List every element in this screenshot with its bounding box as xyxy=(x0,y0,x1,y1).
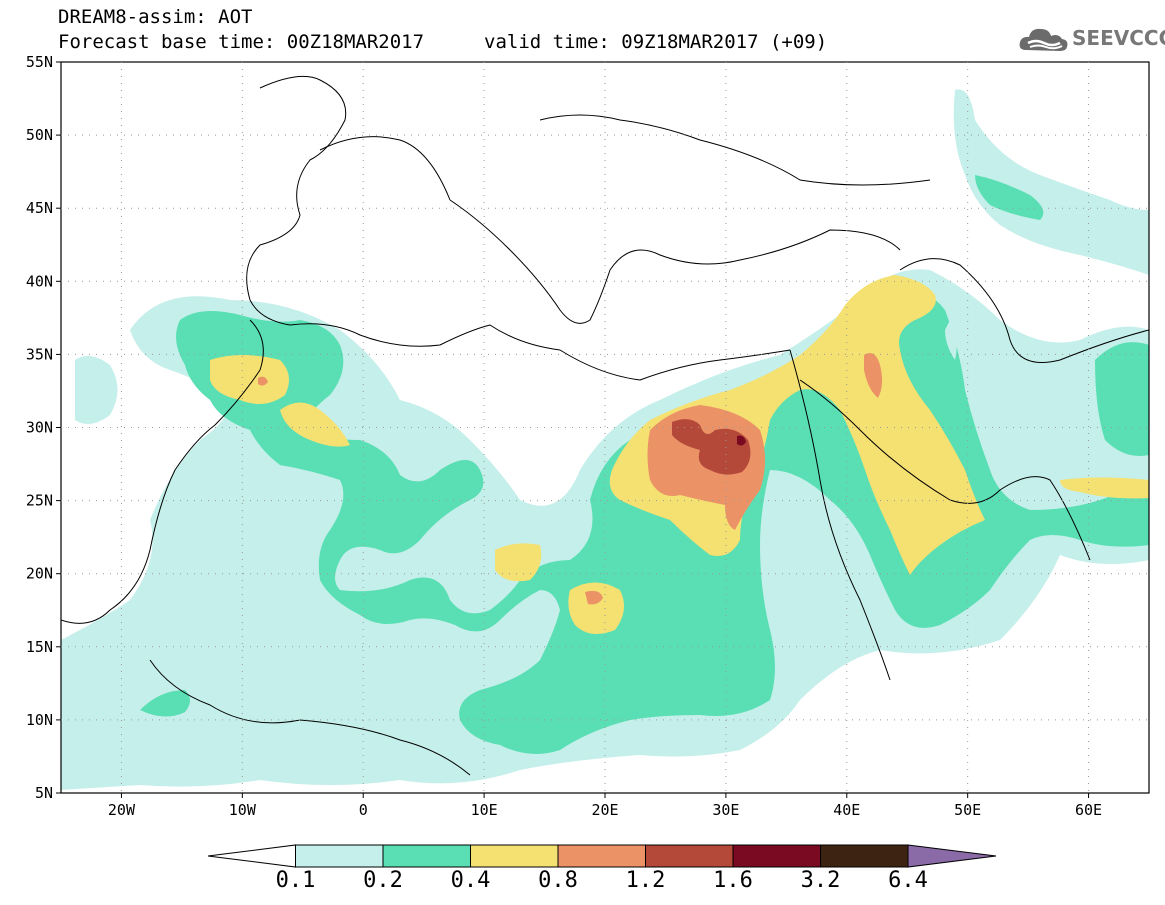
longitude-tick-label: 20W xyxy=(108,801,136,819)
latitude-tick-label: 10N xyxy=(26,711,53,729)
longitude-tick-label: 40E xyxy=(833,801,860,819)
longitude-tick-label: 60E xyxy=(1075,801,1102,819)
colorbar-over-triangle xyxy=(907,844,997,868)
latitude-tick-label: 50N xyxy=(26,126,53,144)
map-title: DREAM8-assim: AOT xyxy=(58,6,253,28)
longitude-tick-label: 10W xyxy=(229,801,257,819)
colorbar-under-triangle xyxy=(207,844,296,868)
longitude-tick-label: 0 xyxy=(359,801,368,819)
latitude-tick-label: 25N xyxy=(26,492,53,510)
colorbar-level-label: 3.2 xyxy=(800,868,841,893)
logo-text: SEEVCCC xyxy=(1072,26,1165,50)
latitude-tick-label: 40N xyxy=(26,272,53,290)
colorbar-level-label: 1.2 xyxy=(625,868,666,893)
latitude-tick-label: 55N xyxy=(26,53,53,71)
colorbar-level-label: 0.1 xyxy=(275,868,316,893)
seevccc-logo: SEEVCCC xyxy=(1018,24,1165,56)
latitude-tick-label: 20N xyxy=(26,565,53,583)
latitude-tick-label: 5N xyxy=(35,784,53,802)
latitude-tick-label: 15N xyxy=(26,638,53,656)
latitude-tick-label: 30N xyxy=(26,419,53,437)
graticule xyxy=(61,62,1149,793)
forecast-base-time: Forecast base time: 00Z18MAR2017 xyxy=(58,31,425,53)
latitude-tick-label: 35N xyxy=(26,345,53,363)
cloud-logo-icon xyxy=(1019,28,1068,51)
colorbar-box xyxy=(557,844,646,868)
colorbar-box xyxy=(382,844,471,868)
longitude-axis: 20W 10W 0 10E 20E 30E 40E 50E 60E xyxy=(108,793,1102,819)
colorbar-box xyxy=(470,844,559,868)
colorbar-box xyxy=(645,844,734,868)
longitude-tick-label: 20E xyxy=(591,801,618,819)
colorbar-level-label: 0.4 xyxy=(450,868,491,893)
colorbar-box xyxy=(295,844,384,868)
valid-time: valid time: 09Z18MAR2017 (+09) xyxy=(484,31,828,53)
aot-level-1.6 xyxy=(737,435,746,446)
colorbar-box xyxy=(732,844,821,868)
colorbar-box xyxy=(820,844,909,868)
latitude-tick-label: 45N xyxy=(26,199,53,217)
coastlines xyxy=(61,75,1149,776)
colorbar-level-label: 6.4 xyxy=(888,868,928,893)
colorbar-level-label: 0.8 xyxy=(538,868,578,893)
aot-colorbar xyxy=(207,844,997,868)
longitude-tick-label: 10E xyxy=(471,801,498,819)
aot-contours xyxy=(61,89,1149,790)
colorbar-level-label: 1.6 xyxy=(713,868,753,893)
colorbar-level-label: 0.2 xyxy=(363,868,403,893)
longitude-tick-label: 30E xyxy=(712,801,739,819)
latitude-axis: 55N 50N 45N 40N 35N 30N 25N 20N 15N 10N 5N xyxy=(26,53,61,802)
aot-level-1.2 xyxy=(672,419,751,475)
longitude-tick-label: 50E xyxy=(954,801,981,819)
